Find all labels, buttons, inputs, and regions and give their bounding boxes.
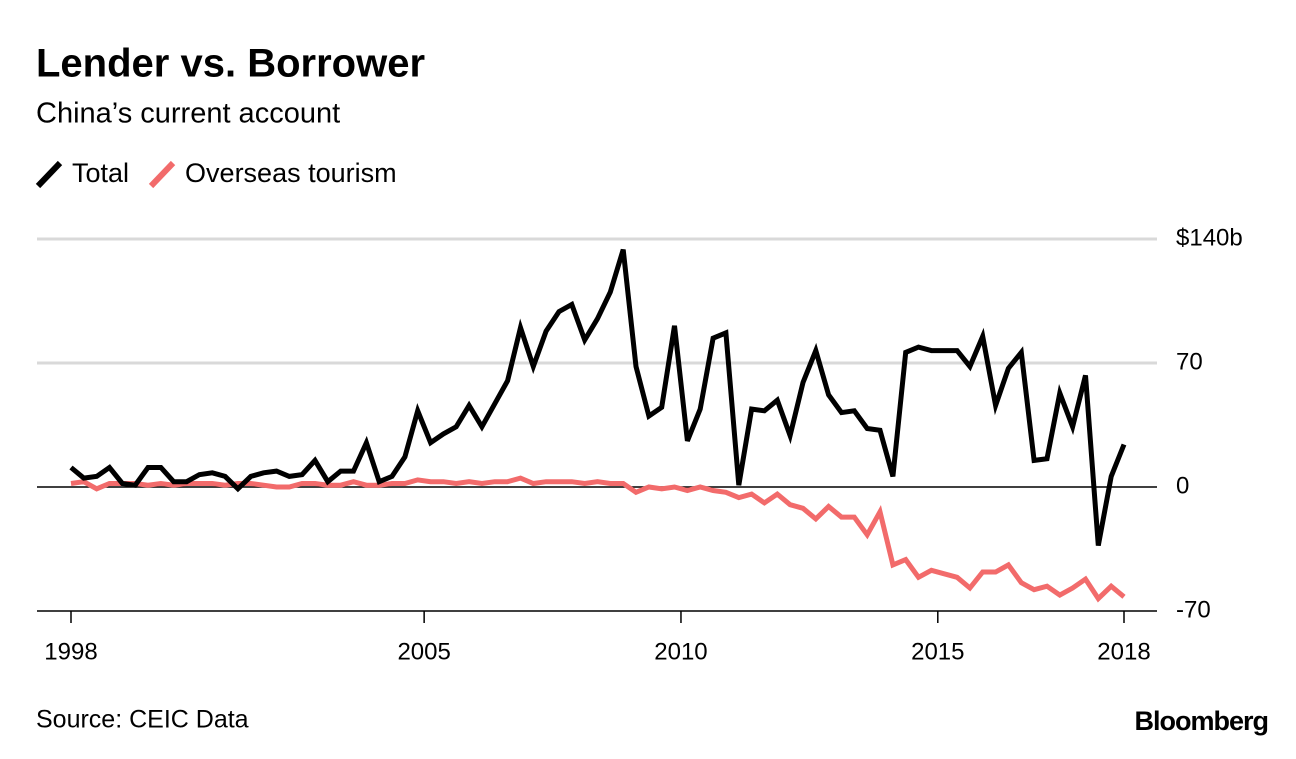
brand-logo: Bloomberg bbox=[1134, 706, 1268, 736]
x-tick-label: 2005 bbox=[397, 638, 450, 665]
y-tick-label: 70 bbox=[1176, 348, 1203, 375]
x-tick-label: 2018 bbox=[1097, 638, 1150, 665]
y-tick-label: 0 bbox=[1176, 472, 1189, 499]
x-tick-label: 1998 bbox=[44, 638, 97, 665]
legend: Total Overseas tourism bbox=[35, 158, 397, 189]
source: Source: CEIC Data bbox=[36, 706, 249, 734]
legend-swatch bbox=[35, 160, 63, 189]
x-tick-label: 2015 bbox=[911, 638, 964, 665]
legend-label: Total bbox=[72, 158, 129, 188]
y-tick-label: -70 bbox=[1176, 596, 1211, 623]
line-series bbox=[69, 248, 1127, 546]
chart-title: Lender vs. Borrower bbox=[36, 42, 425, 86]
legend-swatch bbox=[148, 160, 176, 189]
legend-label: Overseas tourism bbox=[185, 158, 397, 188]
x-tick-label: 2010 bbox=[654, 638, 707, 665]
chart-subtitle: China’s current account bbox=[36, 98, 340, 130]
y-tick-label: $140b bbox=[1176, 224, 1243, 251]
